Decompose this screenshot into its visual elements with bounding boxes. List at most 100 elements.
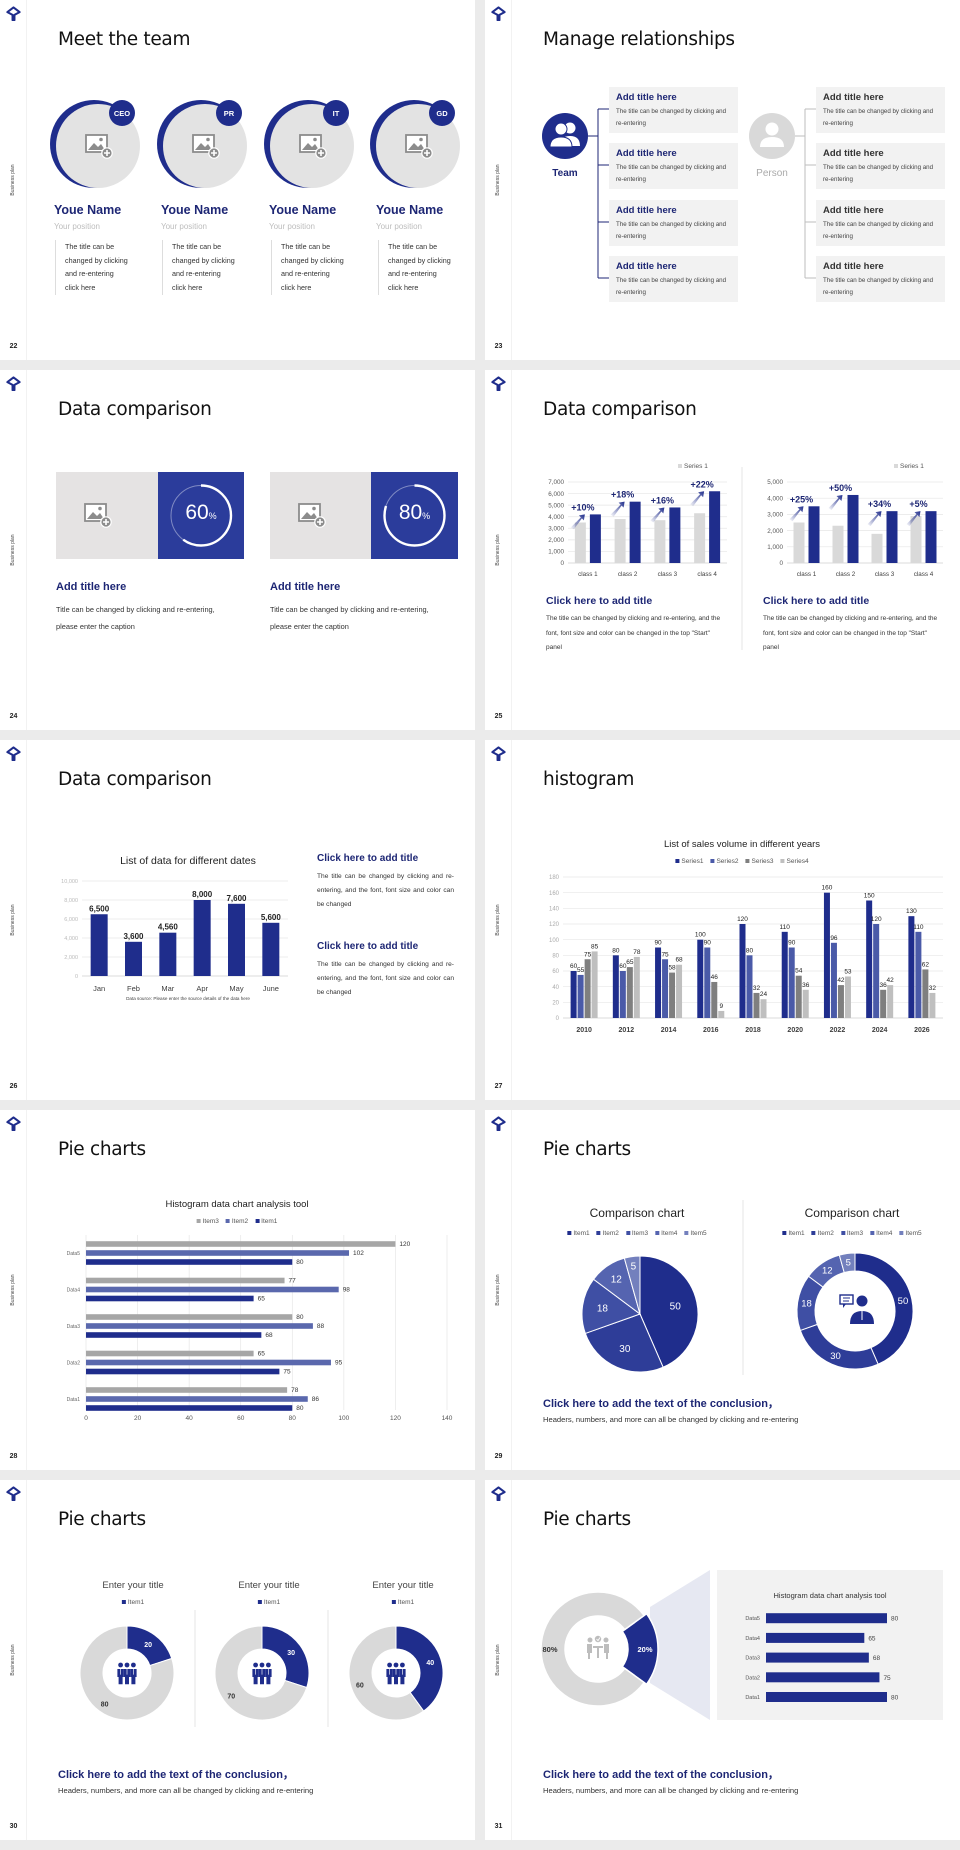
bar — [844, 976, 851, 1018]
gauge-arc — [169, 484, 233, 547]
block-title[interactable]: Click here to add title — [317, 941, 419, 952]
member-photo-2[interactable]: PR — [155, 100, 255, 197]
slide-rail: Business plan 23 — [485, 0, 512, 360]
box-text: The title can be changed by clicking and… — [823, 108, 934, 127]
y-tick-label: 1,000 — [767, 544, 783, 551]
conclusion-title[interactable]: Click here to add the text of the conclu… — [543, 1398, 779, 1410]
bar — [830, 942, 837, 1018]
legend-item: Item2 — [811, 1230, 834, 1237]
bar — [86, 1332, 262, 1338]
bar — [591, 951, 598, 1018]
bar — [655, 947, 662, 1018]
image-placeholder[interactable] — [270, 472, 371, 559]
slide-24[interactable]: Business plan 24 Data comparison 60% 80%… — [0, 370, 475, 730]
y-tick-label: 2,000 — [767, 528, 783, 535]
bar — [619, 971, 626, 1018]
member-position[interactable]: Your position — [269, 222, 315, 231]
bar — [577, 974, 584, 1018]
person-item-box[interactable]: Add title here The title can be changed b… — [816, 200, 945, 246]
legend-item: Item2 — [225, 1218, 248, 1225]
team-group-icon — [117, 1662, 137, 1685]
member-description[interactable]: The title can be changed by clicking and… — [55, 240, 145, 295]
person-item-box[interactable]: Add title here The title can be changed b… — [816, 256, 945, 302]
block-title[interactable]: Click here to add title — [317, 853, 419, 864]
bar — [795, 975, 802, 1018]
data-label: 30 — [287, 1650, 295, 1657]
block-text[interactable]: The title can be changed by clicking and… — [317, 961, 454, 996]
bar — [193, 900, 211, 976]
card-text[interactable]: Title can be changed by clicking and re-… — [56, 605, 215, 631]
slide-29[interactable]: Business plan 29 Pie charts Comparison c… — [485, 1110, 960, 1470]
slide-rail: Business plan 27 — [485, 740, 512, 1100]
slide-22[interactable]: Business plan 22 Meet the team CEO PR IT… — [0, 0, 475, 360]
legend-swatch — [899, 1231, 904, 1236]
member-description[interactable]: The title can be changed by clicking and… — [271, 240, 361, 295]
x-tick-label: Feb — [127, 984, 140, 993]
slide-26[interactable]: Business plan 26 Data comparison List of… — [0, 740, 475, 1100]
bar — [669, 507, 681, 563]
card-text[interactable]: Title can be changed by clicking and re-… — [270, 605, 429, 631]
legend-label: Series 1 — [684, 463, 708, 470]
growth-annotation: +5% — [909, 499, 927, 509]
block-text[interactable]: The title can be changed by clicking and… — [317, 873, 454, 908]
conclusion-title[interactable]: Click here to add the text of the conclu… — [543, 1769, 779, 1781]
panel-text[interactable]: The title can be changed by clicking and… — [763, 615, 938, 651]
legend-swatch — [811, 1231, 816, 1236]
bar — [766, 1632, 865, 1643]
data-label: 50 — [670, 1302, 682, 1313]
person-item-box[interactable]: Add title here The title can be changed b… — [816, 143, 945, 189]
member-description[interactable]: The title can be changed by clicking and… — [378, 240, 468, 295]
data-label: 120 — [399, 1241, 410, 1248]
data-label: 42 — [837, 977, 845, 984]
member-description[interactable]: The title can be changed by clicking and… — [162, 240, 252, 295]
y-tick-label: 0 — [779, 560, 783, 567]
team-item-box[interactable]: Add title here The title can be changed b… — [609, 143, 738, 189]
box-title: Add title here — [616, 205, 677, 216]
chart-legend: Item1 Item2 Item3 Item4 Item5 — [782, 1230, 922, 1237]
gauge-arc — [383, 484, 446, 547]
member-name[interactable]: Youe Name — [161, 203, 229, 217]
panel-title[interactable]: Click here to add title — [546, 595, 653, 607]
slide-25[interactable]: Business plan 25 Data comparison 0 1,000 2… — [485, 370, 960, 730]
image-placeholder[interactable] — [56, 472, 158, 559]
member-photo-1[interactable]: CEO — [48, 100, 148, 197]
box-text: The title can be changed by clicking and… — [823, 277, 934, 296]
conclusion-text[interactable]: Headers, numbers, and more can all be ch… — [543, 1786, 799, 1795]
slide-31[interactable]: Business plan 31 Pie charts 20% 80% Data1 8… — [485, 1480, 960, 1840]
team-item-box[interactable]: Add title here The title can be changed b… — [609, 256, 738, 302]
slide-23[interactable]: Business plan 23 Manage relationships Te… — [485, 0, 960, 360]
legend-label: Item3 — [202, 1218, 219, 1225]
conclusion-text[interactable]: Headers, numbers, and more can all be ch… — [58, 1786, 314, 1795]
slide-27[interactable]: Business plan 27 histogram List of sales… — [485, 740, 960, 1100]
bar — [86, 1314, 293, 1320]
panel-text[interactable]: The title can be changed by clicking and… — [546, 615, 721, 651]
slide-28[interactable]: Business plan 28 Pie charts Histogram da… — [0, 1110, 475, 1470]
person-item-box[interactable]: Add title here The title can be changed b… — [816, 87, 945, 133]
donut-segment — [395, 1625, 444, 1712]
member-position[interactable]: Your position — [161, 222, 207, 231]
bar — [753, 992, 760, 1018]
chart-source-note: Data source: Please enter the source det… — [126, 996, 250, 1001]
conclusion-text[interactable]: Headers, numbers, and more can all be ch… — [543, 1415, 799, 1424]
legend-item: Item3 — [840, 1230, 863, 1237]
team-item-box[interactable]: Add title here The title can be changed b… — [609, 200, 738, 246]
member-position[interactable]: Your position — [376, 222, 422, 231]
donut-segment — [838, 1252, 856, 1274]
slide-30[interactable]: Business plan 30 Pie charts Enter your t… — [0, 1480, 475, 1840]
member-name[interactable]: Youe Name — [54, 203, 122, 217]
team-item-box[interactable]: Add title here The title can be changed b… — [609, 87, 738, 133]
chart-legend: Series1 Series2 Series3 Series4 — [675, 858, 809, 865]
member-photo-3[interactable]: IT — [262, 100, 362, 197]
bar — [697, 939, 704, 1018]
bar — [746, 955, 753, 1018]
card-title[interactable]: Add title here — [270, 581, 341, 593]
y-tick-label: 60 — [552, 969, 559, 975]
card-title[interactable]: Add title here — [56, 581, 127, 593]
panel-title[interactable]: Click here to add title — [763, 595, 870, 607]
conclusion-title[interactable]: Click here to add the text of the conclu… — [58, 1769, 294, 1781]
member-name[interactable]: Youe Name — [376, 203, 444, 217]
member-name[interactable]: Youe Name — [269, 203, 337, 217]
member-position[interactable]: Your position — [54, 222, 100, 231]
member-photo-4[interactable]: GD — [368, 100, 468, 197]
y-tick-label: 3,000 — [548, 525, 564, 532]
